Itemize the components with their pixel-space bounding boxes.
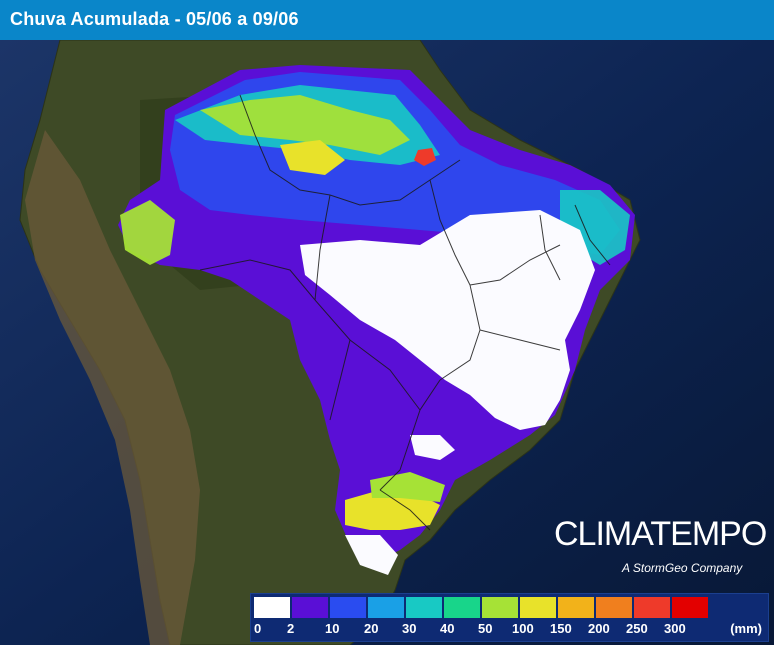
dry-zone-south [410,435,455,460]
rain-zone-green-west [120,200,175,265]
legend-swatch [406,597,442,618]
legend-swatch [482,597,518,618]
legend-label: 200 [588,621,610,636]
dry-zone [300,210,595,430]
legend-swatch [292,597,328,618]
legend-swatch [596,597,632,618]
climatempo-logo: CLIMATEMPO [554,515,767,553]
brand-tagline: A StormGeo Company [622,561,743,575]
legend-unit: (mm) [730,621,762,636]
legend-swatch [634,597,670,618]
dry-zone-far-south [345,535,398,575]
legend-swatch [672,597,708,618]
rainfall-map [0,40,774,645]
legend-label: 100 [512,621,534,636]
legend-label: 30 [402,621,417,636]
rain-zone-yellow [280,140,345,175]
legend-swatch [558,597,594,618]
legend-label: 300 [664,621,686,636]
legend-label: 150 [550,621,572,636]
precipitation-legend: 0 2 10 20 30 40 50 100 150 200 250 300 (… [250,593,769,642]
state-borders [199,94,611,531]
legend-label: 0 [254,621,262,636]
legend-swatches [254,597,710,618]
legend-label: 40 [440,621,455,636]
legend-label: 20 [364,621,379,636]
legend-swatch [330,597,366,618]
map-title: Chuva Acumulada - 05/06 a 09/06 [10,9,299,29]
legend-swatch [368,597,404,618]
legend-labels: 0 2 10 20 30 40 50 100 150 200 250 300 [251,621,770,639]
rain-zone-south-yellow [345,490,440,530]
legend-swatch [444,597,480,618]
rain-zone-green [200,95,410,155]
legend-swatch [254,597,290,618]
rain-zone-south-green [370,472,445,502]
legend-label: 2 [287,621,295,636]
legend-label: 10 [325,621,340,636]
rain-zone-peak [414,148,436,166]
legend-label: 250 [626,621,648,636]
legend-label: 50 [478,621,493,636]
legend-swatch [520,597,556,618]
title-bar: Chuva Acumulada - 05/06 a 09/06 [0,0,774,40]
andes-region [25,130,200,645]
